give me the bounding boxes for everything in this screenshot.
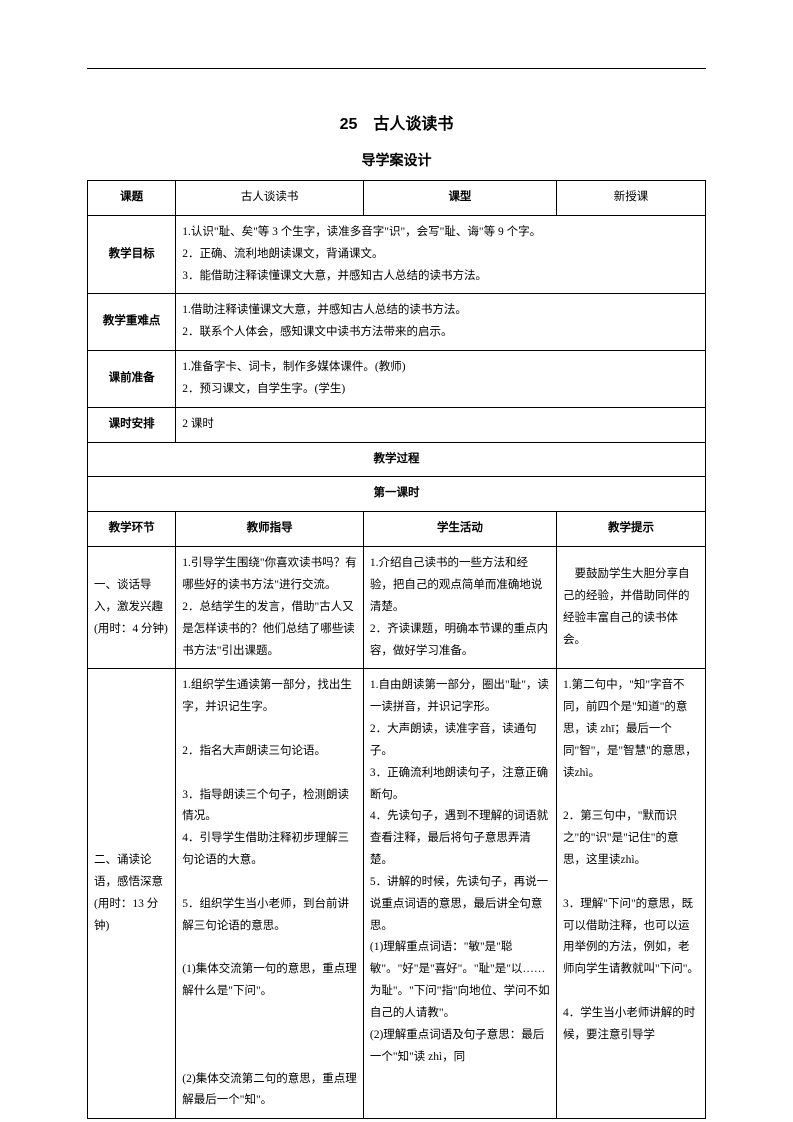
table-row: 二、诵读论语，感悟深意(用时：13 分钟) 1.组织学生通读第一部分，找出生字，…: [88, 669, 706, 1119]
page-title: 25 古人谈读书: [87, 110, 706, 134]
page-subtitle: 导学案设计: [87, 150, 706, 170]
phase-2-guide: 1.组织学生通读第一部分，找出生字，并识记生字。 2．指名大声朗读三句论语。 3…: [176, 669, 364, 1119]
col-header-hint: 教学提示: [557, 512, 706, 547]
type-label: 课型: [363, 181, 556, 216]
schedule-label: 课时安排: [88, 407, 176, 442]
col-header-activity: 学生活动: [363, 512, 556, 547]
table-row: 教学重难点 1.借助注释读懂课文大意，并感知古人总结的读书方法。2．联系个人体会…: [88, 294, 706, 351]
goals-content: 1.认识"耻、矣"等 3 个生字，读准多音字"识"，会写"耻、诲"等 9 个字。…: [176, 215, 706, 294]
prep-label: 课前准备: [88, 351, 176, 408]
phase-1-guide: 1.引导学生围绕"你喜欢读书吗？有哪些好的读书方法"进行交流。2．总结学生的发言…: [176, 547, 364, 669]
lesson-plan-table: 课题 古人谈读书 课型 新授课 教学目标 1.认识"耻、矣"等 3 个生字，读准…: [87, 180, 706, 1119]
phase-1-activity: 1.介绍自己读书的一些方法和经验，把自己的观点简单而准确地说清楚。2．齐读课题，…: [363, 547, 556, 669]
table-row: 一、谈话导入，激发兴趣(用时：4 分钟) 1.引导学生围绕"你喜欢读书吗？有哪些…: [88, 547, 706, 669]
schedule-content: 2 课时: [176, 407, 706, 442]
phase-2-activity: 1.自由朗读第一部分，圈出"耻"，读一读拼音，并识记字形。2．大声朗读，读准字音…: [363, 669, 556, 1119]
process-label: 教学过程: [88, 442, 706, 477]
topic-value: 古人谈读书: [176, 181, 364, 216]
topic-label: 课题: [88, 181, 176, 216]
table-row: 课时安排 2 课时: [88, 407, 706, 442]
table-row: 课题 古人谈读书 课型 新授课: [88, 181, 706, 216]
lesson1-label: 第一课时: [88, 477, 706, 512]
table-row: 课前准备 1.准备字卡、词卡，制作多媒体课件。(教师)2．预习课文，自学生字。(…: [88, 351, 706, 408]
table-row: 教学目标 1.认识"耻、矣"等 3 个生字，读准多音字"识"，会写"耻、诲"等 …: [88, 215, 706, 294]
difficulty-content: 1.借助注释读懂课文大意，并感知古人总结的读书方法。2．联系个人体会，感知课文中…: [176, 294, 706, 351]
table-row: 教学环节 教师指导 学生活动 教学提示: [88, 512, 706, 547]
phase-2-hint: 1.第二句中，"知"字音不同，前四个是"知道"的意思，读 zhī；最后一个同"智…: [557, 669, 706, 1119]
table-row: 第一课时: [88, 477, 706, 512]
col-header-guide: 教师指导: [176, 512, 364, 547]
prep-content: 1.准备字卡、词卡，制作多媒体课件。(教师)2．预习课文，自学生字。(学生): [176, 351, 706, 408]
col-header-phase: 教学环节: [88, 512, 176, 547]
phase-1-hint: 要鼓励学生大胆分享自己的经验，并借助同伴的经验丰富自己的读书体会。: [557, 547, 706, 669]
phase-2-label: 二、诵读论语，感悟深意(用时：13 分钟): [88, 669, 176, 1119]
difficulty-label: 教学重难点: [88, 294, 176, 351]
type-value: 新授课: [557, 181, 706, 216]
goals-label: 教学目标: [88, 215, 176, 294]
phase-1-label: 一、谈话导入，激发兴趣(用时：4 分钟): [88, 547, 176, 669]
table-row: 教学过程: [88, 442, 706, 477]
